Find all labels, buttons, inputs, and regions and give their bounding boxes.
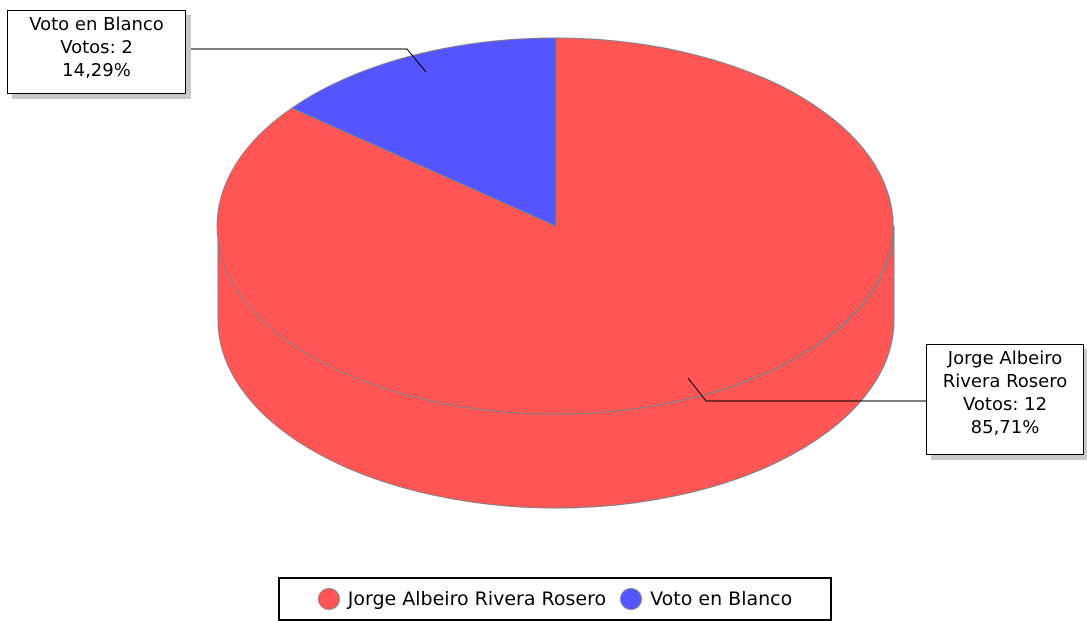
legend-item-voto-en-blanco[interactable]: Voto en Blanco (620, 588, 792, 610)
legend-swatch-jorge (317, 588, 340, 610)
leader-line-jorge (687, 377, 926, 402)
legend-item-jorge[interactable]: Jorge Albeiro Rivera Rosero (317, 588, 607, 610)
data-label-voto-en-blanco: Voto en Blanco Votos: 2 14,29% (7, 10, 186, 94)
legend-swatch-voto-en-blanco (620, 588, 643, 610)
data-label-jorge: Jorge Albeiro Rivera Rosero Votos: 12 85… (926, 344, 1084, 455)
legend-label-jorge: Jorge Albeiro Rivera Rosero (347, 588, 607, 610)
pie-slice-voto-en-blanco[interactable] (290, 37, 557, 227)
leader-line-voto-en-blanco (186, 48, 427, 73)
legend: Jorge Albeiro Rivera Rosero Voto en Blan… (278, 577, 832, 621)
legend-label-voto-en-blanco: Voto en Blanco (650, 588, 793, 610)
